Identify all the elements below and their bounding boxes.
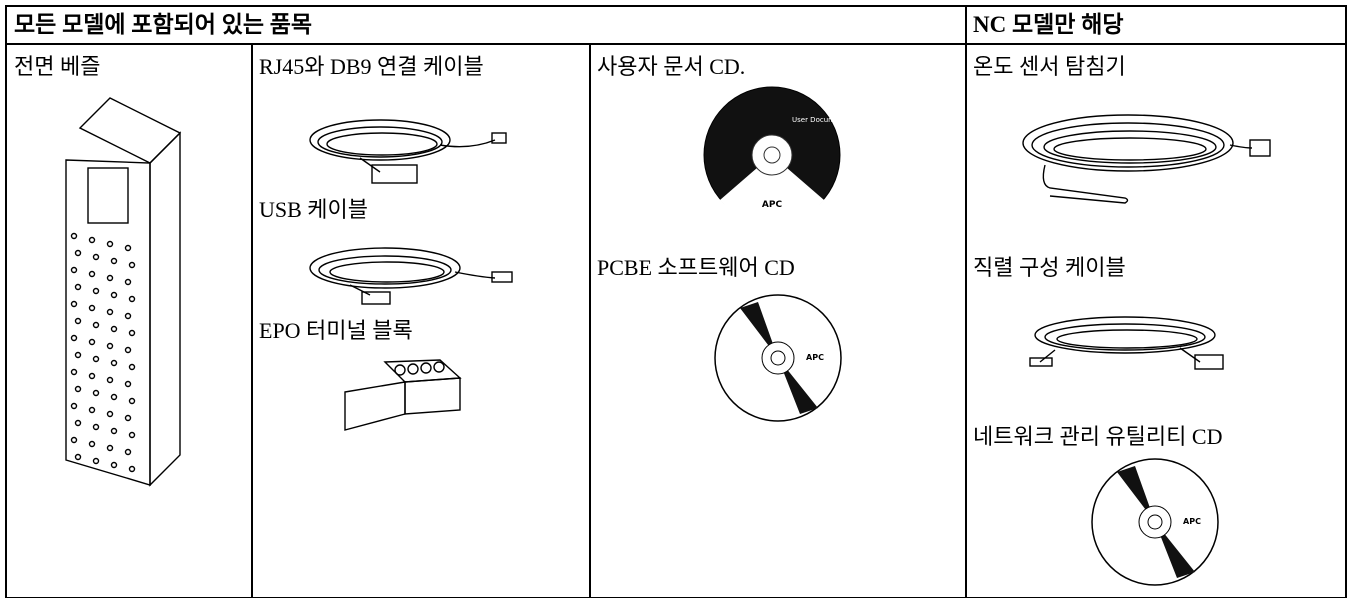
bezel-hole (74, 453, 82, 461)
bezel-hole (74, 385, 82, 393)
item-label: PCBE 소프트웨어 CD (597, 255, 795, 280)
bezel-hole (74, 317, 82, 325)
bezel-hole (124, 414, 132, 422)
bezel-hole (124, 448, 132, 456)
bezel-hole (70, 436, 78, 444)
bezel-hole (70, 402, 78, 410)
item-label: 직렬 구성 케이블 (973, 255, 1126, 280)
bezel-hole (92, 389, 100, 397)
bezel-hole (110, 291, 118, 299)
bezel-hole (110, 393, 118, 401)
header-cell: 모든 모델에 포함되어 있는 품목 (14, 12, 313, 37)
item-label: 전면 베즐 (14, 54, 101, 79)
bezel-hole (88, 270, 96, 278)
bezel-hole (70, 266, 78, 274)
cd-illustration: APC (714, 294, 842, 422)
bezel-hole (106, 240, 114, 248)
logo: APC (806, 353, 824, 362)
terminal-block-illustration (344, 359, 462, 431)
bezel-hole (92, 355, 100, 363)
bezel-hole (128, 363, 136, 371)
bezel-hole (88, 338, 96, 346)
bezel-hole (124, 380, 132, 388)
bezel-hole (110, 427, 118, 435)
sensor-illustration (1022, 114, 1271, 204)
bezel-hole (74, 351, 82, 359)
bezel-hole (124, 312, 132, 320)
bezel-hole (70, 300, 78, 308)
item-label: 온도 센서 탐침기 (973, 54, 1126, 79)
bezel-hole (106, 444, 114, 452)
bezel-hole (106, 410, 114, 418)
bezel-hole (74, 249, 82, 257)
bezel-hole (110, 461, 118, 469)
item-label: 네트워크 관리 유틸리티 CD (973, 424, 1223, 449)
cable-illustration (309, 247, 513, 305)
bezel-hole (110, 359, 118, 367)
disc-text: User Documentation (792, 116, 864, 124)
bezel-hole (88, 406, 96, 414)
table-border (5, 5, 1347, 598)
bezel-hole (106, 342, 114, 350)
bezel-hole (124, 278, 132, 286)
bezel-hole (106, 274, 114, 282)
bezel-hole (128, 465, 136, 473)
header-cell: NC 모델만 해당 (973, 12, 1124, 37)
cd-illustration: APC (1091, 458, 1219, 586)
bezel-hole (110, 325, 118, 333)
bezel-hole (88, 236, 96, 244)
bezel-hole (70, 334, 78, 342)
bezel-hole (88, 440, 96, 448)
bezel-hole (128, 295, 136, 303)
item-label: EPO 터미널 블록 (259, 318, 413, 343)
bezel-hole (106, 376, 114, 384)
item-label: USB 케이블 (259, 197, 369, 222)
bezel-hole (74, 283, 82, 291)
bezel-hole (92, 423, 100, 431)
bezel-hole (88, 304, 96, 312)
item-label: 사용자 문서 CD. (597, 54, 746, 79)
bezel-hole (124, 244, 132, 252)
bezel-hole (70, 232, 78, 240)
cable-illustration (309, 119, 507, 184)
bezel-hole (128, 397, 136, 405)
logo: APC (762, 200, 783, 210)
bezel-hole (128, 329, 136, 337)
bezel-hole (128, 261, 136, 269)
bezel-hole (124, 346, 132, 354)
bezel-hole (110, 257, 118, 265)
bezel-hole (92, 287, 100, 295)
bezel-hole (88, 372, 96, 380)
bezel-hole (70, 368, 78, 376)
item-label: RJ45와 DB9 연결 케이블 (259, 54, 484, 79)
bezel-hole (128, 431, 136, 439)
logo: APC (1183, 517, 1201, 526)
bezel-hole (92, 457, 100, 465)
bezel-hole (92, 253, 100, 261)
bezel-hole (92, 321, 100, 329)
bezel-illustration (65, 97, 182, 487)
cd-illustration: User Documentation APC (703, 86, 864, 225)
bezel-hole (106, 308, 114, 316)
bezel-hole (74, 419, 82, 427)
cable-illustration (1029, 316, 1224, 370)
